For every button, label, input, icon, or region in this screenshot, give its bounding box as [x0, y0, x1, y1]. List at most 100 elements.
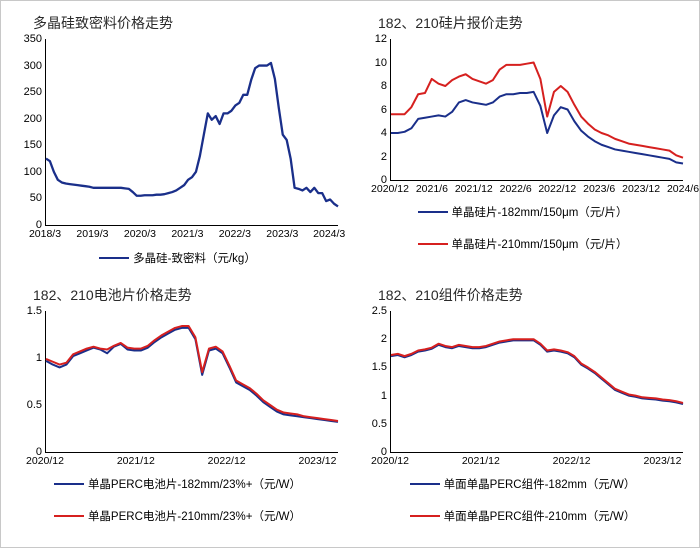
x-tick-label: 2021/12: [455, 183, 493, 195]
chart-panel-module: 182、210组件价格走势 00.511.522.5 2020/12 2021/12 2…: [354, 281, 691, 539]
series-line: [391, 63, 683, 158]
y-tick-label: 200: [12, 113, 42, 125]
chart-title: 多晶硅致密料价格走势: [9, 9, 346, 35]
legend-label: 多晶硅-致密料（元/kg）: [133, 250, 256, 266]
y-tick-label: 4: [357, 127, 387, 139]
y-tick-label: 2: [357, 151, 387, 163]
legend-item: 多晶硅-致密料（元/kg）: [99, 250, 256, 266]
legend-label: 单面单晶PERC组件-210mm（元/W）: [444, 508, 636, 524]
x-tick-label: 2023/6: [583, 183, 615, 195]
legend-line-icon: [418, 211, 448, 213]
x-tick-label: 2024/6: [667, 183, 699, 195]
legend-item: 单晶硅片-182mm/150μm（元/片）: [418, 204, 628, 220]
legend-item: 单晶硅片-210mm/150μm（元/片）: [418, 236, 628, 252]
legend: 单面单晶PERC组件-182mm（元/W） 单面单晶PERC组件-210mm（元/…: [354, 475, 691, 539]
y-tick-label: 0.5: [357, 418, 387, 430]
y-axis-ticks: 00.511.522.5: [357, 311, 387, 452]
legend-item: 单晶PERC电池片-210mm/23%+（元/W）: [54, 508, 301, 524]
plot-area: 00.511.522.5: [390, 311, 683, 453]
legend-label: 单晶PERC电池片-182mm/23%+（元/W）: [88, 476, 301, 492]
x-tick-label: 2022/12: [538, 183, 576, 195]
series-line: [46, 328, 338, 422]
series-line: [46, 63, 338, 206]
legend-line-icon: [99, 257, 129, 259]
series-svg: [391, 39, 683, 180]
x-tick-label: 2021/12: [462, 455, 500, 467]
y-tick-label: 1.5: [12, 305, 42, 317]
series-line: [391, 92, 683, 164]
x-tick-label: 2020/12: [26, 455, 64, 467]
x-tick-label: 2019/3: [76, 228, 108, 240]
y-tick-label: 300: [12, 60, 42, 72]
y-tick-label: 12: [357, 33, 387, 45]
x-tick-label: 2023/12: [622, 183, 660, 195]
chart-panel-cell: 182、210电池片价格走势 00.511.5 2020/12 2021/12 2022…: [9, 281, 346, 539]
chart-panel-wafer: 182、210硅片报价走势 024681012 2020/12 2021/6 2021/…: [354, 9, 691, 267]
x-tick-label: 2022/3: [219, 228, 251, 240]
x-tick-label: 2020/12: [371, 183, 409, 195]
plot-area: 00.511.5: [45, 311, 338, 453]
y-tick-label: 0.5: [12, 399, 42, 411]
legend-item: 单面单晶PERC组件-210mm（元/W）: [410, 508, 636, 524]
x-tick-label: 2022/6: [500, 183, 532, 195]
chart-grid: 多晶硅致密料价格走势 050100150200250300350 2018/3 201…: [1, 1, 699, 547]
legend-item: 单面单晶PERC组件-182mm（元/W）: [410, 476, 636, 492]
x-tick-label: 2020/3: [124, 228, 156, 240]
x-tick-label: 2023/12: [299, 455, 337, 467]
x-tick-label: 2023/12: [644, 455, 682, 467]
x-tick-label: 2024/3: [313, 228, 345, 240]
y-tick-label: 1: [12, 352, 42, 364]
y-tick-label: 350: [12, 33, 42, 45]
series-line: [391, 340, 683, 404]
legend-label: 单晶PERC电池片-210mm/23%+（元/W）: [88, 508, 301, 524]
x-tick-label: 2022/12: [208, 455, 246, 467]
x-axis-ticks: 2020/122021/62021/122022/62022/122023/62…: [390, 183, 683, 197]
legend-line-icon: [410, 483, 440, 485]
x-tick-label: 2018/3: [29, 228, 61, 240]
legend-item: 单晶PERC电池片-182mm/23%+（元/W）: [54, 476, 301, 492]
x-tick-label: 2023/3: [266, 228, 298, 240]
y-tick-label: 10: [357, 57, 387, 69]
x-axis-ticks: 2020/122021/122022/122023/12: [45, 455, 338, 469]
series-svg: [46, 311, 338, 452]
series-line: [46, 326, 338, 421]
legend-label: 单晶硅片-210mm/150μm（元/片）: [452, 236, 628, 252]
x-tick-label: 2021/3: [171, 228, 203, 240]
legend: 多晶硅-致密料（元/kg）: [9, 248, 346, 267]
chart-panel-polysilicon: 多晶硅致密料价格走势 050100150200250300350 2018/3 201…: [9, 9, 346, 267]
y-tick-label: 150: [12, 139, 42, 151]
chart-title: 182、210组件价格走势: [354, 281, 691, 307]
y-tick-label: 50: [12, 192, 42, 204]
legend-line-icon: [410, 515, 440, 517]
series-svg: [46, 39, 338, 225]
y-tick-label: 2: [357, 333, 387, 345]
x-axis-ticks: 2020/122021/122022/122023/12: [390, 455, 683, 469]
y-axis-ticks: 024681012: [357, 39, 387, 180]
legend: 单晶PERC电池片-182mm/23%+（元/W） 单晶PERC电池片-210mm…: [9, 475, 346, 539]
legend: 单晶硅片-182mm/150μm（元/片） 单晶硅片-210mm/150μm（元/…: [354, 203, 691, 267]
plot-area: 024681012: [390, 39, 683, 181]
series-line: [391, 339, 683, 403]
legend-label: 单晶硅片-182mm/150μm（元/片）: [452, 204, 628, 220]
x-axis-ticks: 2018/32019/32020/32021/32022/32023/32024…: [45, 228, 338, 242]
legend-line-icon: [54, 515, 84, 517]
legend-line-icon: [418, 243, 448, 245]
y-tick-label: 8: [357, 80, 387, 92]
plot-area: 050100150200250300350: [45, 39, 338, 226]
legend-line-icon: [54, 483, 84, 485]
x-tick-label: 2021/6: [416, 183, 448, 195]
x-tick-label: 2020/12: [371, 455, 409, 467]
series-svg: [391, 311, 683, 452]
y-tick-label: 1.5: [357, 361, 387, 373]
y-axis-ticks: 050100150200250300350: [12, 39, 42, 225]
y-tick-label: 2.5: [357, 305, 387, 317]
y-tick-label: 1: [357, 390, 387, 402]
chart-title: 182、210电池片价格走势: [9, 281, 346, 307]
y-tick-label: 6: [357, 104, 387, 116]
y-axis-ticks: 00.511.5: [12, 311, 42, 452]
y-tick-label: 250: [12, 86, 42, 98]
chart-title: 182、210硅片报价走势: [354, 9, 691, 35]
legend-label: 单面单晶PERC组件-182mm（元/W）: [444, 476, 636, 492]
x-tick-label: 2022/12: [553, 455, 591, 467]
x-tick-label: 2021/12: [117, 455, 155, 467]
